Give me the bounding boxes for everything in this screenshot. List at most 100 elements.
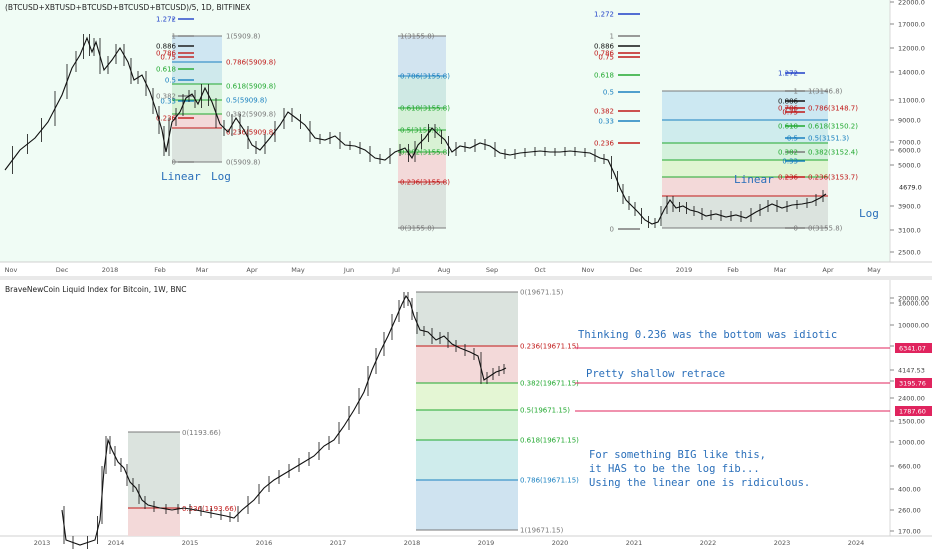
price-axis-label: 5000.0 (898, 162, 921, 170)
time-axis-label: 2018 (102, 266, 119, 274)
price-tag: 1787.60 (899, 408, 926, 416)
time-axis-label: 2022 (700, 539, 717, 547)
fib-ratio-label: 0.236 (778, 174, 799, 182)
time-axis-label: 2023 (774, 539, 791, 547)
fib-legend-label: 0.618 (594, 72, 614, 80)
fib-legend-label: 0.886 (594, 43, 615, 51)
price-axis-label: 2500.0 (898, 249, 921, 257)
price-axis-label: 260.00 (898, 507, 921, 515)
fib-band (398, 182, 446, 228)
annotation-note: For something BIG like this, (589, 449, 766, 461)
time-axis-label: 2013 (34, 539, 51, 547)
top-time-axis (0, 262, 932, 276)
fib-ratio-label: 0.382 (156, 93, 176, 101)
fib-band (416, 292, 518, 346)
fib-price-label: 0.382(3152.4) (808, 149, 858, 157)
fib-price-label: 0.786(3148.7) (808, 105, 858, 113)
price-axis-label: 3100.0 (898, 227, 921, 235)
fib-price-label: 0.382(19671.15) (520, 380, 579, 388)
fib-legend-label: 0 (610, 226, 614, 234)
price-axis-label: 12000.0 (898, 45, 925, 53)
fib-band (398, 152, 446, 182)
price-axis-label: 2400.00 (898, 395, 925, 403)
time-axis-label: Jul (391, 266, 400, 274)
fib-price-label: 0.236(5909.8) (226, 129, 276, 137)
fib-price-label: 0.618(3155.8) (400, 105, 450, 113)
time-axis-label: May (867, 266, 881, 274)
price-axis-label: 9000.0 (898, 117, 921, 125)
price-axis-label: 660.00 (898, 463, 921, 471)
fib-ratio-label: 0.5 (787, 135, 798, 143)
time-axis-label: 2021 (626, 539, 643, 547)
time-axis-label: Nov (5, 266, 18, 274)
price-axis-label: 400.00 (898, 486, 921, 494)
fib-ratio-label: 0.886 (156, 43, 177, 51)
fib-price-label: 0.618(3150.2) (808, 123, 858, 131)
fib-price-label: 0(1193.66) (182, 429, 221, 437)
fib-price-label: 0.382(5909.8) (226, 111, 276, 119)
annotation-note: Thinking 0.236 was the bottom was idioti… (578, 329, 837, 341)
bottom-chart-title: BraveNewCoin Liquid Index for Bitcoin, 1… (5, 285, 186, 294)
price-tag: 4679.0 (899, 184, 922, 192)
fib-ratio-label: 0.75 (782, 109, 798, 117)
time-axis-label: Mar (196, 266, 209, 274)
time-axis-label: Aug (438, 266, 451, 274)
time-axis-label: 2019 (676, 266, 693, 274)
fib-price-label: 0.5(3151.3) (808, 135, 849, 143)
top-chart-title: (BTCUSD+XBTUSD+BTCUSD+BTCUSD+BTCUSD)/5, … (5, 3, 250, 12)
price-axis-label: 4147.53 (898, 367, 925, 375)
fib-price-label: 0.236(3153.7) (808, 174, 858, 182)
price-axis-label: 7000.0 (898, 139, 921, 147)
time-axis-label: 2016 (256, 539, 273, 547)
time-axis-label: Dec (56, 266, 69, 274)
fib-legend-label: 1.272 (594, 11, 614, 19)
fib-band (172, 36, 222, 62)
fib-ratio-label: 0.786 (778, 105, 799, 113)
fib-legend-label: 0.786 (594, 50, 615, 58)
fib-legend-label: 0.236 (594, 140, 615, 148)
time-axis-label: 2024 (848, 539, 865, 547)
fib-price-label: 0.786(5909.8) (226, 59, 276, 67)
fib-price-label: 0.618(19671.15) (520, 437, 579, 445)
fib-price-label: 0.618(5909.8) (226, 83, 276, 91)
fib-price-label: 0.5(5909.8) (226, 97, 267, 105)
price-tag: 3195.76 (899, 380, 926, 388)
time-axis-label: Sep (486, 266, 498, 274)
fib-price-label: 0.382(3155.8) (400, 149, 450, 157)
price-axis-label: 10000.00 (898, 322, 929, 330)
annotation-note: Using the linear one is ridiculous. (589, 477, 810, 489)
fib-band (128, 508, 180, 536)
time-axis-label: 2014 (108, 539, 125, 547)
fib-band (662, 91, 828, 120)
price-axis-label: 11000.0 (898, 97, 925, 105)
fib-ratio-label: 0.33 (160, 98, 176, 106)
fib-ratio-label: 1.272 (778, 70, 798, 78)
price-axis-label: 16000.00 (898, 300, 929, 308)
fib-ratio-label: 1 (794, 88, 798, 96)
time-axis-label: 2017 (330, 539, 347, 547)
fib-band (662, 196, 828, 228)
time-axis-label: May (291, 266, 305, 274)
price-axis-label: 14000.0 (898, 69, 925, 77)
fib-ratio-label: 0 (794, 225, 798, 233)
time-axis-label: Apr (246, 266, 258, 274)
price-axis-label: 20000.00 (898, 295, 929, 303)
time-axis-label: 2015 (182, 539, 199, 547)
annotation-log: Log (859, 207, 879, 220)
fib-ratio-label: 0.75 (160, 54, 176, 62)
fib-ratio-label: 1.272 (156, 16, 176, 24)
fib-price-label: 0(3155.8) (400, 225, 435, 233)
fib-price-label: 0.786(19671.15) (520, 477, 579, 485)
fib-price-label: 1(5909.8) (226, 33, 261, 41)
price-axis-label: 3900.0 (898, 203, 921, 211)
annotation-note: it HAS to be the log fib... (589, 463, 760, 475)
time-axis-label: 2018 (404, 539, 421, 547)
time-axis-label: Feb (154, 266, 166, 274)
time-axis-label: 2020 (552, 539, 569, 547)
fib-legend-label: 1 (610, 33, 614, 41)
time-axis-label: Jun (343, 266, 354, 274)
fib-price-label: 0.236(1193.66) (182, 505, 237, 513)
fib-band (128, 432, 180, 508)
fib-band (416, 480, 518, 530)
